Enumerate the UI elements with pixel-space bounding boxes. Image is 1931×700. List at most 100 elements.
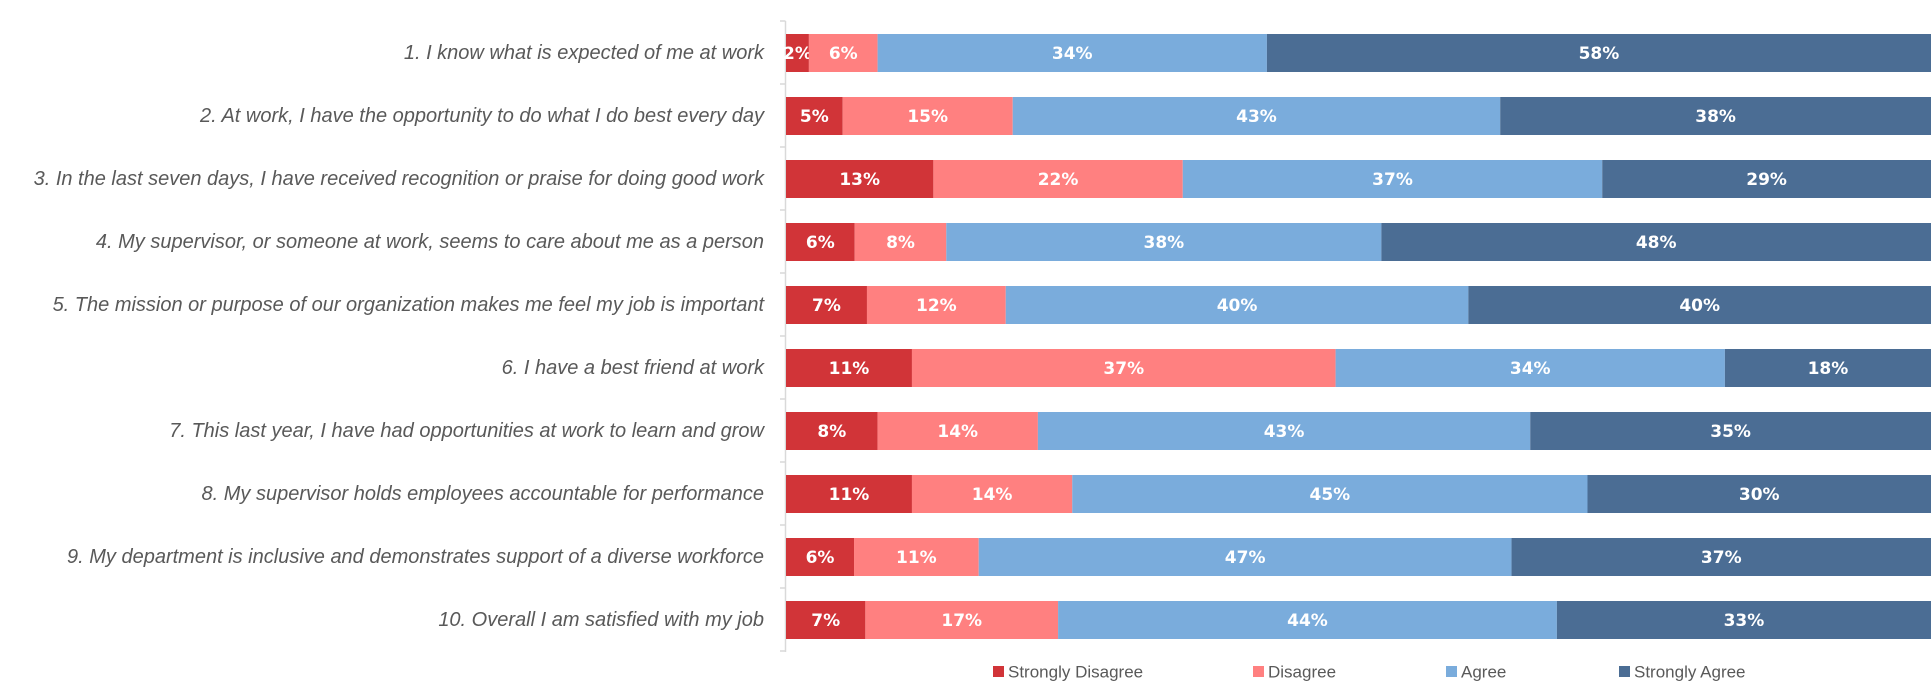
bar-segment	[877, 34, 1267, 72]
data-label: 40%	[1679, 296, 1720, 316]
data-label: 7%	[811, 611, 840, 631]
bar-segment	[786, 538, 855, 576]
data-label: 11%	[829, 359, 870, 379]
data-label: 38%	[1143, 233, 1184, 253]
data-label: 43%	[1264, 422, 1305, 442]
bar-segment	[786, 412, 878, 450]
data-label: 8%	[817, 422, 846, 442]
bar-segment	[1500, 97, 1931, 135]
bar-segment	[1037, 412, 1531, 450]
category-label: 6. I have a best friend at work	[502, 357, 765, 379]
bar-segment	[1468, 286, 1931, 324]
legend-label: Disagree	[1268, 663, 1336, 682]
data-label: 22%	[1038, 170, 1079, 190]
category-label: 7. This last year, I have had opportunit…	[169, 420, 765, 442]
bar-segment	[1182, 160, 1603, 198]
legend-swatch	[1446, 666, 1457, 677]
category-label: 5. The mission or purpose of our organiz…	[53, 294, 766, 316]
bar-segment	[1530, 412, 1931, 450]
data-label: 6%	[806, 548, 835, 568]
data-label: 17%	[941, 611, 982, 631]
legend-swatch	[1253, 666, 1264, 677]
data-label: 37%	[1701, 548, 1742, 568]
data-label: 6%	[806, 233, 835, 253]
bar-segment	[911, 349, 1336, 387]
data-label: 37%	[1103, 359, 1144, 379]
category-label: 8. My supervisor holds employees account…	[202, 483, 765, 505]
legend: Strongly Disagree Disagree Agree Strongly A…	[993, 663, 1746, 682]
data-label: 45%	[1310, 485, 1351, 505]
legend-label: Agree	[1461, 663, 1506, 682]
data-label: 33%	[1724, 611, 1765, 631]
legend-label: Strongly Agree	[1634, 663, 1746, 682]
bar-segment	[1005, 286, 1469, 324]
bar-segment	[946, 223, 1382, 261]
bar-segment	[808, 34, 878, 72]
data-label: 35%	[1710, 422, 1751, 442]
data-label: 11%	[829, 485, 870, 505]
bar-segment	[1072, 475, 1588, 513]
data-label: 6%	[829, 44, 858, 64]
bar-segment	[1058, 601, 1557, 639]
data-label: 40%	[1217, 296, 1258, 316]
data-label: 2%	[783, 44, 812, 64]
legend-swatch	[993, 666, 1004, 677]
bar-segment	[1724, 349, 1931, 387]
data-label: 34%	[1052, 44, 1093, 64]
bar-segment	[786, 34, 809, 72]
bar-segment	[1587, 475, 1931, 513]
data-label: 11%	[896, 548, 937, 568]
bar-segment	[933, 160, 1183, 198]
bar-segment	[854, 538, 979, 576]
bar-segment	[978, 538, 1512, 576]
category-label: 10. Overall I am satisfied with my job	[438, 609, 764, 631]
bar-segment	[786, 349, 912, 387]
bar-segment	[786, 223, 855, 261]
bar-segment	[786, 286, 867, 324]
data-label: 43%	[1236, 107, 1277, 127]
bar-segment	[1012, 97, 1501, 135]
bar-segment	[1266, 34, 1931, 72]
bar-segment	[786, 97, 843, 135]
category-label: 4. My supervisor, or someone at work, se…	[96, 231, 764, 253]
data-label: 58%	[1579, 44, 1620, 64]
legend-label: Strongly Disagree	[1008, 663, 1143, 682]
data-label: 48%	[1636, 233, 1677, 253]
legend-swatch	[1619, 666, 1630, 677]
data-label: 47%	[1225, 548, 1266, 568]
category-labels: 1. I know what is expected of me at work…	[34, 42, 766, 631]
bar-segment	[786, 601, 866, 639]
bar-segment	[1335, 349, 1725, 387]
bar-segment	[1602, 160, 1931, 198]
bar-segment	[911, 475, 1073, 513]
data-label: 12%	[916, 296, 957, 316]
bar-segment	[786, 475, 912, 513]
data-label: 13%	[839, 170, 880, 190]
category-label: 9. My department is inclusive and demons…	[67, 546, 764, 568]
bar-segment	[842, 97, 1013, 135]
category-label: 2. At work, I have the opportunity to do…	[199, 105, 765, 127]
data-label: 15%	[907, 107, 948, 127]
data-label: 44%	[1287, 611, 1328, 631]
data-label: 7%	[812, 296, 841, 316]
bar-segment	[1381, 223, 1931, 261]
data-label: 8%	[886, 233, 915, 253]
data-label: 37%	[1372, 170, 1413, 190]
category-label: 3. In the last seven days, I have receiv…	[34, 168, 765, 190]
bar-segment	[1556, 601, 1931, 639]
category-label: 1. I know what is expected of me at work	[404, 42, 765, 64]
bar-segment	[1511, 538, 1931, 576]
bar-segment	[786, 160, 934, 198]
axis-layer	[780, 20, 787, 652]
bars-layer: 2% 6% 34% 58% 5% 15% 43% 38% 13% 22% 37% 29% 6% 8% 38%…	[783, 34, 1931, 639]
data-label: 29%	[1746, 170, 1787, 190]
data-label: 14%	[937, 422, 978, 442]
bar-segment	[866, 286, 1006, 324]
bar-segment	[865, 601, 1059, 639]
data-label: 5%	[800, 107, 829, 127]
data-label: 14%	[972, 485, 1013, 505]
bar-segment	[877, 412, 1038, 450]
data-label: 30%	[1739, 485, 1780, 505]
